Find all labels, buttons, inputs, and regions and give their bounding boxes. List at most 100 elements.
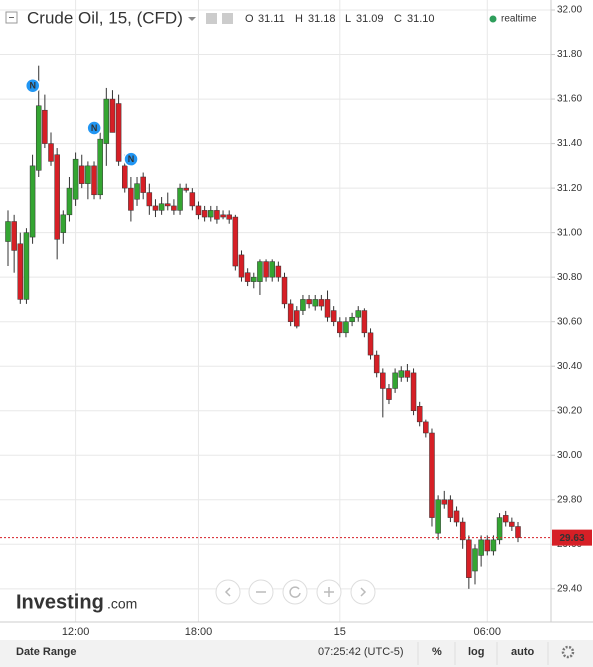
- candle-body: [35, 105, 42, 171]
- candle-body: [208, 210, 214, 218]
- candle-body: [337, 321, 343, 334]
- open-key: O: [245, 13, 254, 25]
- candle-body: [355, 310, 361, 318]
- y-tick-label: 31.20: [557, 183, 582, 194]
- settings-icon[interactable]: [206, 13, 217, 24]
- candle-body: [11, 221, 17, 251]
- candle-body: [109, 98, 116, 133]
- close-value: 31.10: [407, 13, 435, 25]
- x-tick-label: 15: [334, 626, 346, 638]
- clock: 07:25:42 (UTC-5): [318, 646, 404, 658]
- high-key: H: [295, 13, 303, 25]
- logo-suffix: .com: [107, 596, 137, 612]
- candle-body: [17, 243, 24, 300]
- candle-body: [423, 421, 429, 434]
- dropdown-arrow[interactable]: [188, 17, 196, 21]
- candle-body: [97, 138, 103, 196]
- nav-icons: [224, 586, 367, 598]
- footer-bar: [0, 640, 593, 667]
- candle-body: [5, 221, 11, 242]
- candle-body: [23, 232, 30, 300]
- candle-body: [42, 109, 48, 144]
- candle-body: [281, 276, 288, 305]
- candle-body: [324, 299, 331, 318]
- candle-body: [343, 321, 349, 334]
- open-value: 31.11: [258, 13, 285, 25]
- candle-body: [459, 521, 466, 541]
- candle-body: [251, 276, 257, 282]
- realtime-dot: [489, 15, 497, 23]
- candle-body: [330, 310, 337, 322]
- candle-body: [300, 299, 306, 311]
- nav-buttons: [215, 579, 376, 605]
- candle-body: [263, 261, 269, 278]
- y-tick-label: 31.40: [557, 138, 582, 149]
- candle-body: [238, 254, 245, 278]
- candle-body: [66, 187, 73, 216]
- candle-body: [287, 303, 294, 322]
- candle-body: [361, 310, 368, 334]
- candle-body: [183, 187, 189, 191]
- auto-toggle[interactable]: auto: [511, 646, 535, 658]
- y-tick-label: 30.20: [557, 405, 582, 416]
- last-price-box: [552, 529, 592, 546]
- candle-body: [349, 316, 355, 322]
- candle-body: [29, 165, 36, 238]
- candle-body: [484, 539, 491, 552]
- candle-body: [429, 432, 435, 518]
- candle-body: [386, 388, 392, 400]
- candle-body: [177, 187, 183, 211]
- news-marker[interactable]: N: [24, 77, 41, 94]
- candle-body: [244, 272, 251, 282]
- candle-body: [171, 205, 177, 211]
- settings-gear[interactable]: [561, 645, 575, 659]
- candle-body: [72, 158, 79, 200]
- candle-body: [152, 205, 159, 211]
- candle-body: [416, 406, 423, 423]
- news-marker[interactable]: N: [86, 120, 102, 136]
- candle-body: [410, 372, 417, 411]
- close-icon[interactable]: [222, 13, 233, 24]
- candle-body: [146, 192, 153, 207]
- candle-body: [232, 216, 239, 267]
- y-tick-label: 31.60: [557, 94, 582, 105]
- candle-body: [435, 499, 441, 534]
- candle-body: [466, 539, 472, 578]
- y-tick-label: 31.80: [557, 49, 582, 60]
- low-value: 31.09: [356, 13, 384, 25]
- candle-body: [496, 517, 503, 541]
- news-marker-label: N: [128, 154, 135, 164]
- candles: [5, 65, 521, 589]
- candle-body: [78, 165, 85, 184]
- scroll-right-button[interactable]: [350, 579, 376, 605]
- reset-button[interactable]: [282, 579, 308, 605]
- chart-title: Crude Oil, 15, (CFD): [27, 8, 183, 27]
- candle-body: [115, 103, 122, 162]
- candle-body: [201, 210, 208, 218]
- y-tick-label: 30.60: [557, 316, 582, 327]
- candle-body: [490, 539, 497, 552]
- candle-body: [318, 299, 325, 307]
- y-tick-label: 30.40: [557, 361, 582, 372]
- news-marker[interactable]: N: [123, 151, 139, 167]
- news-marker-label: N: [29, 81, 36, 91]
- candle-body: [257, 261, 263, 282]
- candle-body: [195, 205, 202, 216]
- news-marker-circle: [86, 120, 102, 136]
- news-marker-label: N: [91, 123, 98, 133]
- candle-body: [509, 521, 515, 527]
- percent-toggle[interactable]: %: [432, 646, 442, 658]
- scroll-left-button[interactable]: [215, 579, 241, 605]
- candle-body: [380, 372, 386, 389]
- candle-body: [85, 165, 91, 184]
- y-tick-label: 30.00: [557, 450, 582, 461]
- right-icon: [360, 587, 367, 597]
- left-icon: [224, 587, 231, 597]
- date-range[interactable]: Date Range: [16, 646, 77, 658]
- candle-body: [373, 354, 380, 374]
- log-toggle[interactable]: log: [468, 646, 485, 658]
- logo-brand: Investing: [16, 591, 104, 613]
- candle-body: [294, 310, 300, 327]
